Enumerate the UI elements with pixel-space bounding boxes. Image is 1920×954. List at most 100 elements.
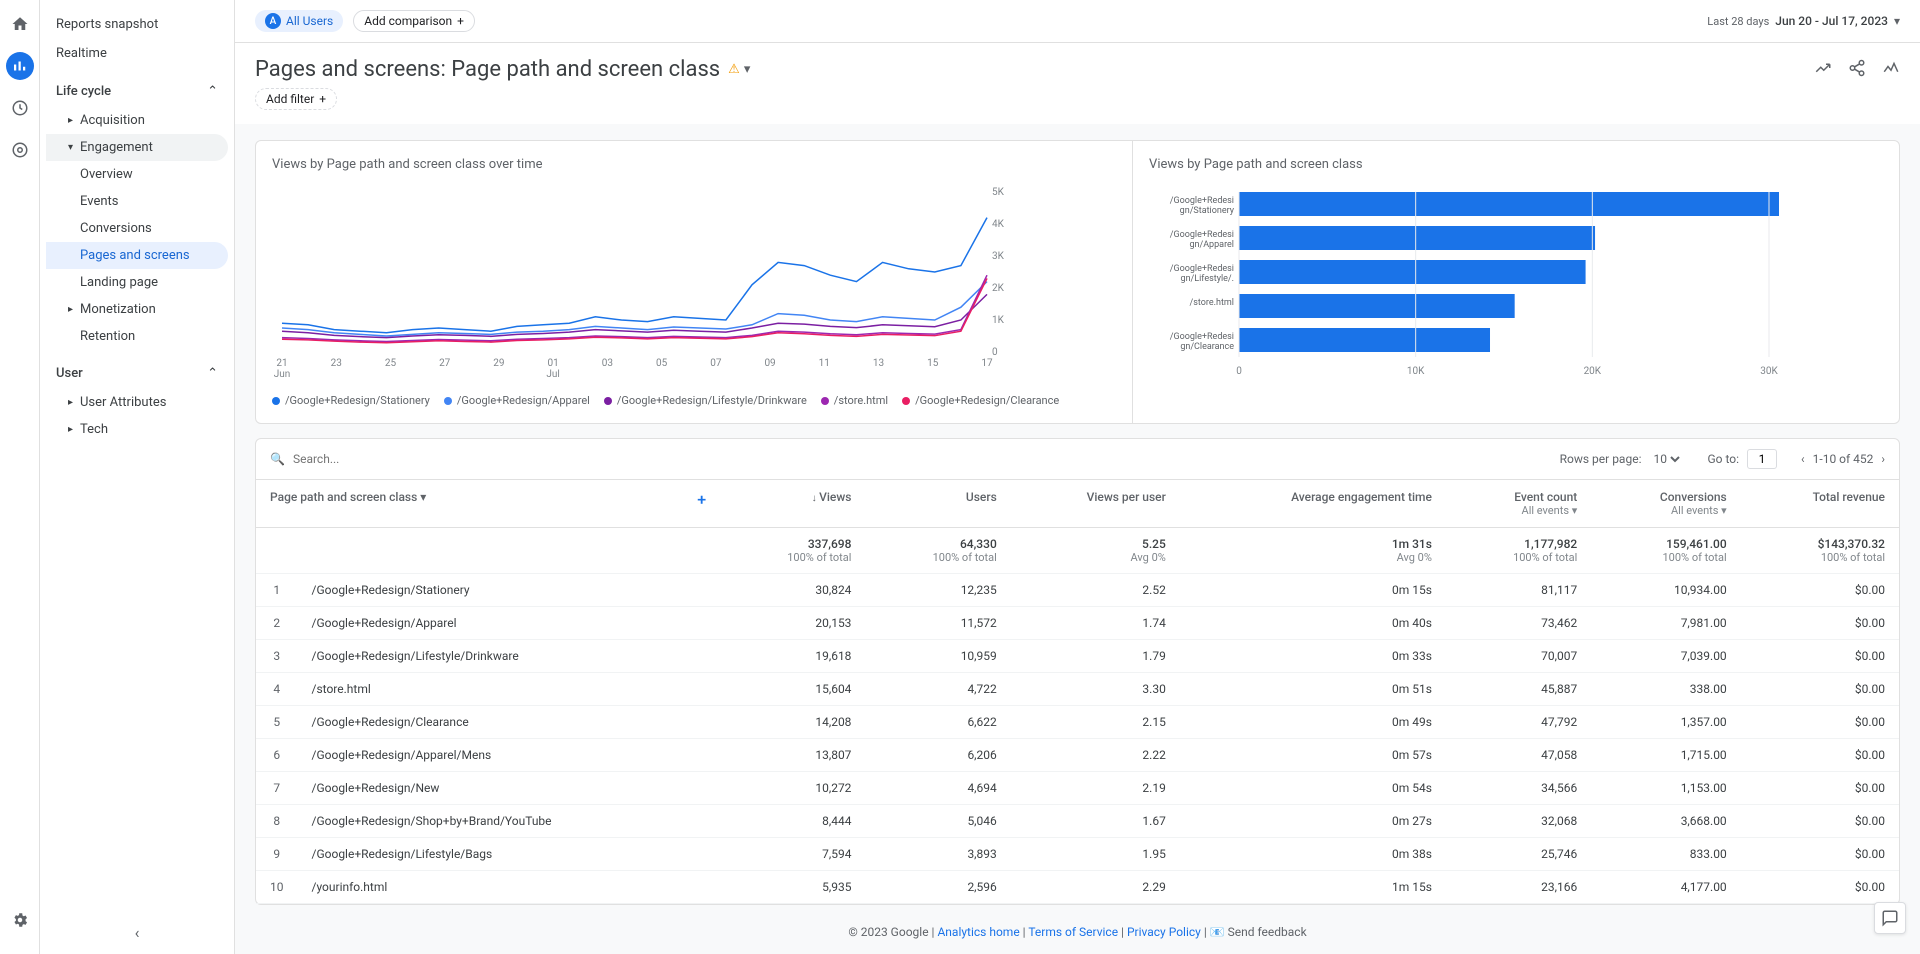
metric-header[interactable]: Event countAll events ▾: [1446, 480, 1591, 528]
table-card: 🔍 Rows per page: 10 Go to: ‹ 1-10 of 452…: [255, 438, 1900, 905]
svg-text:Jun: Jun: [274, 369, 291, 380]
sidebar-item-userattrs[interactable]: ▸User Attributes: [46, 389, 228, 416]
footer-link-tos[interactable]: Terms of Service: [1028, 925, 1118, 939]
sidebar-leaf-overview[interactable]: Overview: [46, 161, 228, 188]
metric-header[interactable]: Views per user: [1011, 480, 1180, 528]
rail-settings-icon[interactable]: [6, 906, 34, 934]
svg-text:11: 11: [819, 358, 830, 369]
svg-text:/Google+Redesi: /Google+Redesi: [1170, 196, 1234, 206]
share-icon[interactable]: [1848, 59, 1866, 81]
footer-link-privacy[interactable]: Privacy Policy: [1127, 925, 1201, 939]
next-page-icon[interactable]: ›: [1881, 452, 1885, 466]
chip-all-users[interactable]: AAll Users: [255, 10, 343, 32]
sidebar-realtime[interactable]: Realtime: [46, 39, 228, 68]
table-row[interactable]: 10/yourinfo.html5,9352,5962.291m 15s23,1…: [256, 871, 1899, 904]
dim-header[interactable]: Page path and screen class: [270, 490, 417, 504]
topbar: AAll Users Add comparison+ Last 28 days …: [235, 0, 1920, 43]
rail-advertising-icon[interactable]: [6, 136, 34, 164]
sidebar-item-tech[interactable]: ▸Tech: [46, 416, 228, 443]
sidebar-leaf-landing[interactable]: Landing page: [46, 269, 228, 296]
line-chart: 01K2K3K4K5K21Jun2325272901Jul03050709111…: [272, 182, 1022, 382]
rows-per-page-label: Rows per page:: [1560, 452, 1642, 466]
metric-header[interactable]: ↓ Views: [720, 480, 865, 528]
svg-text:/Google+Redesi: /Google+Redesi: [1170, 332, 1234, 342]
legend-item[interactable]: /Google+Redesign/Stationery: [272, 394, 430, 407]
nav-rail: [0, 0, 40, 954]
table-row[interactable]: 5/Google+Redesign/Clearance14,2086,6222.…: [256, 706, 1899, 739]
sidebar-reports-snapshot[interactable]: Reports snapshot: [46, 10, 228, 39]
insights-icon[interactable]: [1882, 59, 1900, 81]
goto-input[interactable]: [1747, 449, 1777, 469]
table-row[interactable]: 6/Google+Redesign/Apparel/Mens13,8076,20…: [256, 739, 1899, 772]
sidebar-item-acquisition[interactable]: ▸Acquisition: [46, 107, 228, 134]
section-label: Life cycle: [56, 84, 111, 99]
svg-text:gn/Lifestyle/.: gn/Lifestyle/.: [1181, 274, 1234, 284]
legend-item[interactable]: /Google+Redesign/Lifestyle/Drinkware: [604, 394, 807, 407]
table-row[interactable]: 2/Google+Redesign/Apparel20,15311,5721.7…: [256, 607, 1899, 640]
svg-text:15: 15: [927, 358, 939, 369]
svg-text:gn/Stationery: gn/Stationery: [1180, 206, 1235, 216]
section-label: User: [56, 366, 83, 381]
metric-header[interactable]: Users: [865, 480, 1010, 528]
prev-page-icon[interactable]: ‹: [1801, 452, 1805, 466]
table-row[interactable]: 9/Google+Redesign/Lifestyle/Bags7,5943,8…: [256, 838, 1899, 871]
sidebar-section-user[interactable]: User ⌃: [46, 358, 228, 389]
search-icon: 🔍: [270, 452, 285, 466]
customize-icon[interactable]: [1814, 59, 1832, 81]
main-content: AAll Users Add comparison+ Last 28 days …: [235, 0, 1920, 954]
sidebar-section-lifecycle[interactable]: Life cycle⌃: [46, 76, 228, 107]
title-dropdown-icon[interactable]: ▾: [744, 62, 751, 77]
warning-icon[interactable]: ⚠: [728, 62, 740, 77]
legend-item[interactable]: /store.html: [821, 394, 888, 407]
sidebar: Reports snapshot Realtime Life cycle⌃ ▸A…: [40, 0, 235, 954]
svg-text:09: 09: [764, 358, 775, 369]
rows-per-page-select[interactable]: 10: [1649, 451, 1683, 467]
sidebar-leaf-events[interactable]: Events: [46, 188, 228, 215]
table-row[interactable]: 8/Google+Redesign/Shop+by+Brand/YouTube8…: [256, 805, 1899, 838]
legend-item[interactable]: /Google+Redesign/Clearance: [902, 394, 1059, 407]
send-feedback-link[interactable]: 📧 Send feedback: [1210, 925, 1307, 939]
chevron-up-icon: ⌃: [207, 366, 218, 381]
add-filter-chip[interactable]: Add filter+: [255, 88, 337, 110]
svg-text:07: 07: [710, 358, 722, 369]
rail-reports-icon[interactable]: [6, 52, 34, 80]
add-dimension-icon[interactable]: +: [697, 490, 706, 509]
metric-header[interactable]: Average engagement time: [1180, 480, 1446, 528]
svg-text:25: 25: [385, 358, 397, 369]
svg-text:gn/Clearance: gn/Clearance: [1180, 342, 1234, 352]
page-title: Pages and screens: Page path and screen …: [255, 57, 720, 82]
metric-header[interactable]: Total revenue: [1741, 480, 1899, 528]
svg-text:10K: 10K: [1407, 366, 1425, 377]
sidebar-leaf-conversions[interactable]: Conversions: [46, 215, 228, 242]
rail-explore-icon[interactable]: [6, 94, 34, 122]
footer-link-analytics[interactable]: Analytics home: [937, 925, 1019, 939]
table-search-input[interactable]: [293, 452, 449, 466]
line-chart-legend: /Google+Redesign/Stationery/Google+Redes…: [272, 394, 1116, 407]
rail-home-icon[interactable]: [6, 10, 34, 38]
sidebar-item-retention[interactable]: Retention: [46, 323, 228, 350]
sidebar-item-monetization[interactable]: ▸Monetization: [46, 296, 228, 323]
table-row[interactable]: 1/Google+Redesign/Stationery30,82412,235…: [256, 574, 1899, 607]
sidebar-item-engagement[interactable]: ▾Engagement: [46, 134, 228, 161]
date-range-picker[interactable]: Last 28 days Jun 20 - Jul 17, 2023 ▾: [1707, 14, 1900, 28]
sidebar-leaf-pages[interactable]: Pages and screens: [46, 242, 228, 269]
dim-dropdown-icon[interactable]: ▾: [420, 490, 426, 504]
chip-add-comparison[interactable]: Add comparison+: [353, 10, 475, 32]
svg-text:0: 0: [992, 347, 998, 358]
svg-text:03: 03: [602, 358, 613, 369]
feedback-float-icon[interactable]: [1874, 902, 1906, 934]
charts-card: Views by Page path and screen class over…: [255, 140, 1900, 424]
svg-text:17: 17: [981, 358, 993, 369]
totals-row: 337,698100% of total 64,330100% of total…: [256, 528, 1899, 574]
page-range: 1-10 of 452: [1813, 452, 1874, 466]
table-row[interactable]: 4/store.html15,6044,7223.300m 51s45,8873…: [256, 673, 1899, 706]
table-row[interactable]: 7/Google+Redesign/New10,2724,6942.190m 5…: [256, 772, 1899, 805]
svg-text:23: 23: [331, 358, 342, 369]
footer: © 2023 Google | Analytics home | Terms o…: [255, 905, 1900, 954]
svg-text:3K: 3K: [992, 251, 1005, 262]
svg-text:2K: 2K: [992, 283, 1005, 294]
sidebar-collapse-icon[interactable]: ‹: [135, 923, 140, 942]
metric-header[interactable]: ConversionsAll events ▾: [1591, 480, 1740, 528]
legend-item[interactable]: /Google+Redesign/Apparel: [444, 394, 590, 407]
table-row[interactable]: 3/Google+Redesign/Lifestyle/Drinkware19,…: [256, 640, 1899, 673]
